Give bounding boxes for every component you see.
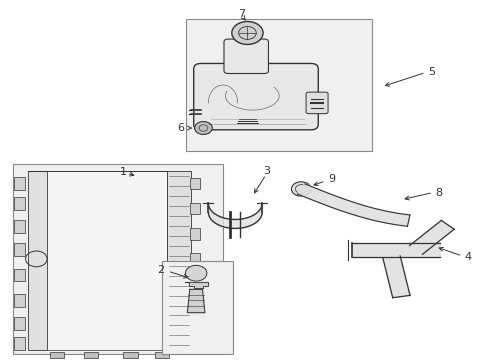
Circle shape xyxy=(185,265,207,281)
Bar xyxy=(47,171,167,350)
Bar xyxy=(190,303,200,315)
Polygon shape xyxy=(410,220,454,254)
Polygon shape xyxy=(187,289,205,313)
Bar xyxy=(14,220,24,233)
Bar xyxy=(123,352,138,357)
Bar xyxy=(14,294,24,307)
Bar xyxy=(14,337,24,350)
Bar xyxy=(190,330,200,342)
Text: 5: 5 xyxy=(428,67,435,77)
Bar xyxy=(14,197,24,210)
Bar xyxy=(190,178,200,189)
Bar xyxy=(190,228,200,239)
Circle shape xyxy=(292,182,311,196)
Bar xyxy=(14,269,24,282)
Text: 3: 3 xyxy=(264,166,270,176)
Text: 7: 7 xyxy=(238,9,245,19)
Circle shape xyxy=(232,22,263,44)
Bar xyxy=(27,171,47,350)
Bar xyxy=(186,19,372,151)
Text: 9: 9 xyxy=(328,174,335,184)
Text: 4: 4 xyxy=(465,252,472,262)
Text: 2: 2 xyxy=(157,265,164,275)
Bar xyxy=(49,352,64,357)
Polygon shape xyxy=(383,256,410,298)
Polygon shape xyxy=(297,184,410,226)
Bar xyxy=(14,177,24,190)
Circle shape xyxy=(195,122,212,134)
FancyBboxPatch shape xyxy=(194,63,318,130)
Polygon shape xyxy=(185,282,208,288)
Bar xyxy=(190,253,200,265)
Bar xyxy=(155,352,169,357)
Bar xyxy=(14,317,24,330)
Bar xyxy=(167,171,191,350)
Text: 1: 1 xyxy=(120,167,126,177)
FancyBboxPatch shape xyxy=(306,92,328,114)
Text: 8: 8 xyxy=(436,188,442,198)
FancyBboxPatch shape xyxy=(224,39,269,73)
Bar xyxy=(13,164,223,354)
Bar xyxy=(14,243,24,256)
Bar xyxy=(190,203,200,215)
Text: 6: 6 xyxy=(177,123,184,133)
Bar xyxy=(84,352,98,357)
Bar xyxy=(190,278,200,290)
Bar xyxy=(162,261,233,354)
